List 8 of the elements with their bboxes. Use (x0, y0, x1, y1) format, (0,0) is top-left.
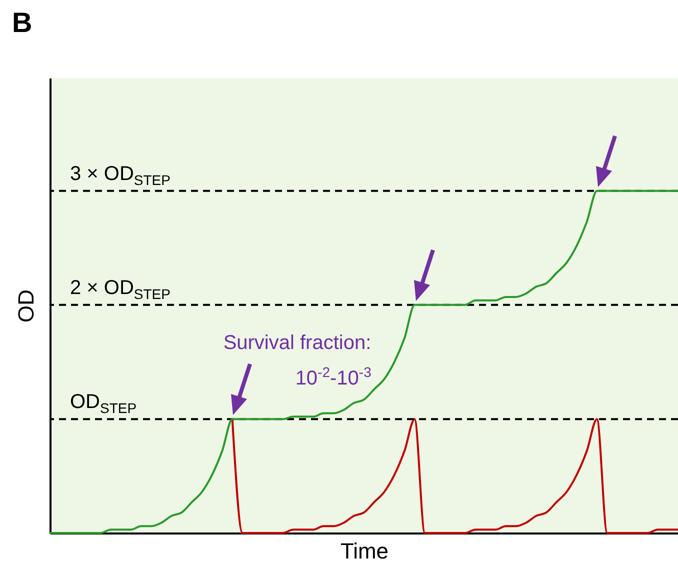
ref-line-label: 3 × OD$_{STEP}$ (70, 162, 170, 188)
annotation: Survival fraction: (223, 332, 372, 354)
ref-line-label: 2 × OD$_{STEP}$ (70, 276, 170, 302)
ref-line-label: OD$_{STEP}$ (70, 391, 137, 416)
x-axis-title: Time (340, 538, 389, 564)
y-axis-title: OD (14, 290, 38, 322)
chart-title: B (12, 7, 32, 38)
annotation: 10$^{-2}$-10$^{-3}$ (295, 364, 372, 390)
